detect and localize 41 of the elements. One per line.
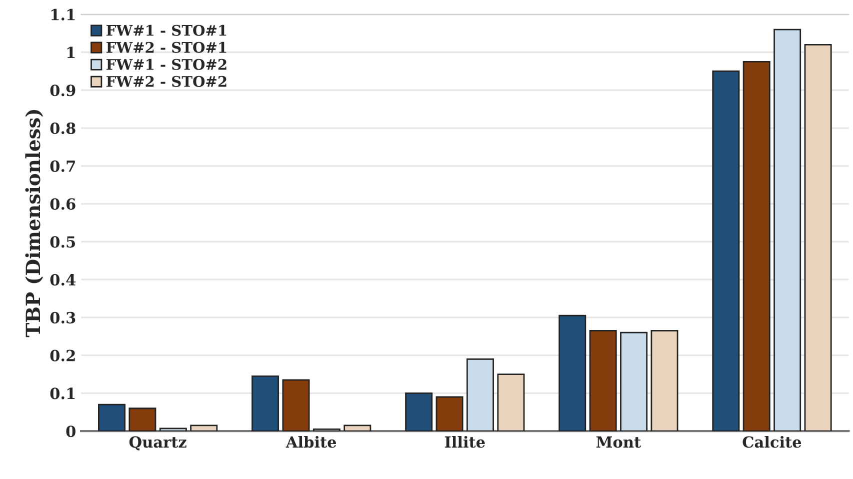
y-tick-label: 1 — [67, 46, 75, 58]
bar — [282, 379, 310, 432]
bar — [159, 428, 187, 432]
y-tick-label: 0.9 — [50, 84, 76, 96]
bar — [466, 358, 494, 432]
y-tick-label: 0.3 — [50, 312, 76, 324]
legend-label: FW#2 - STO#2 — [106, 76, 226, 87]
y-tick-label: 0.2 — [50, 350, 75, 362]
bar — [405, 392, 433, 432]
y-tick-label: 0 — [66, 426, 76, 438]
y-tick-label: 0.8 — [50, 122, 76, 134]
bar — [774, 28, 802, 432]
bar — [98, 404, 126, 432]
bar — [650, 330, 678, 432]
y-tick-label: 0.5 — [50, 236, 76, 248]
y-axis-title: TBP (Dimensionless) — [25, 110, 44, 338]
bar — [436, 396, 464, 432]
bar — [742, 61, 770, 432]
bar — [128, 408, 156, 432]
x-tick-label: Calcite — [742, 436, 802, 448]
x-tick-label: Quartz — [129, 436, 186, 450]
y-tick-label: 1.1 — [51, 8, 75, 20]
x-tick-label: Albite — [286, 436, 336, 448]
bar — [558, 314, 586, 432]
legend-label: FW#1 - STO#1 — [106, 24, 226, 36]
x-tick-label: Illite — [444, 436, 485, 448]
legend-label: FW#1 - STO#2 — [106, 58, 226, 70]
bar — [804, 44, 832, 432]
x-tick-label: Mont — [596, 436, 641, 448]
bar — [497, 374, 525, 432]
bar — [589, 330, 617, 432]
bar — [252, 375, 280, 432]
y-tick-label: 0.1 — [50, 388, 75, 400]
y-tick-label: 0.7 — [50, 160, 75, 172]
bar — [344, 424, 372, 432]
y-tick-label: 0.6 — [50, 198, 76, 210]
bar — [712, 70, 740, 432]
bar — [620, 332, 648, 432]
bar — [190, 424, 218, 432]
legend-label: FW#2 - STO#1 — [106, 42, 226, 53]
y-tick-label: 0.4 — [50, 274, 76, 286]
